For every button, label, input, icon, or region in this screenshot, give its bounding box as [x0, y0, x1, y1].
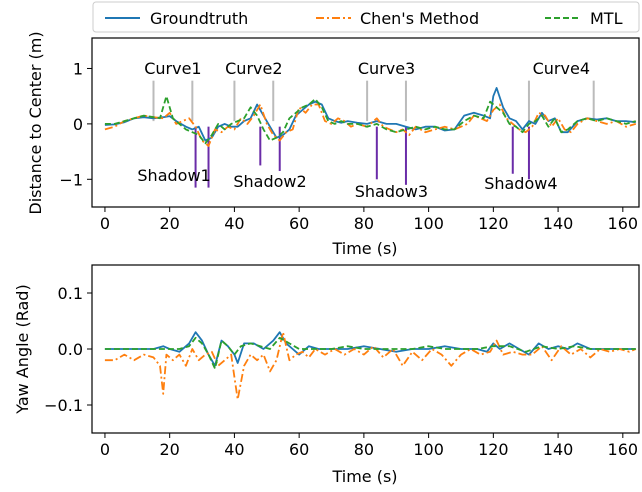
legend-frame: [92, 1, 640, 33]
shadow-label: Shadow4: [484, 174, 557, 193]
shadow-label: Shadow3: [355, 182, 428, 201]
series-line-mtl-top: [104, 95, 637, 145]
x-tick-label: 20: [160, 214, 180, 233]
y-tick-label: −0.1: [44, 396, 83, 415]
annotations-layer: Curve1 Curve2 Curve3 Curve4 Shadow1 Shadow2 Sh…: [137, 59, 595, 201]
x-tick-label: 140: [543, 214, 574, 233]
x-tick-label: 80: [354, 440, 374, 459]
x-tick-label: 0: [100, 214, 110, 233]
x-tick-label: 60: [289, 440, 309, 459]
x-tick-label: 120: [478, 214, 509, 233]
chart-yaw-angle: 0 20 40 60 80 100 120 140 160 −0.1 0.0 0.1 Time (s)…: [13, 264, 640, 486]
y-tick-label: 0.1: [58, 284, 83, 303]
y-tick-label: 1: [73, 59, 83, 78]
series-layer: [104, 331, 637, 401]
x-axis-label-bottom: Time (s): [331, 467, 397, 486]
x-tick-label: 140: [543, 440, 574, 459]
x-tick-label: 20: [160, 440, 180, 459]
series-line-groundtruth-bottom: [104, 331, 636, 367]
series-layer: [104, 87, 637, 147]
shadow-label: Shadow1: [137, 166, 210, 185]
legend-label-groundtruth: Groundtruth: [150, 9, 248, 28]
axis-ticks-bottom: 0 20 40 60 80 100 120 140 160 −0.1 0.0 0.1: [44, 284, 638, 459]
x-tick-label: 40: [224, 214, 244, 233]
x-tick-label: 100: [413, 440, 444, 459]
x-tick-label: 160: [608, 214, 639, 233]
series-line-chen-s-method-bottom: [104, 331, 637, 401]
y-tick-label: 0.0: [58, 340, 83, 359]
curve-label: Curve1: [144, 59, 201, 78]
y-axis-label-bottom: Yaw Angle (Rad): [13, 284, 32, 414]
legend-label-mtl: MTL: [590, 9, 623, 28]
legend: Groundtruth Chen's Method MTL: [92, 1, 640, 33]
x-tick-label: 60: [289, 214, 309, 233]
legend-label-chen: Chen's Method: [360, 9, 479, 28]
y-tick-label: 0: [73, 115, 83, 134]
y-axis-label-top: Distance to Center (m): [26, 31, 45, 214]
curve-label: Curve2: [225, 59, 282, 78]
plot-frame-top: [91, 37, 640, 208]
series-line-mtl-bottom: [104, 336, 636, 370]
x-tick-label: 100: [413, 214, 444, 233]
x-tick-label: 120: [478, 440, 509, 459]
x-tick-label: 160: [608, 440, 639, 459]
x-tick-label: 0: [100, 440, 110, 459]
curve-label: Curve4: [533, 59, 590, 78]
shadow-label: Shadow2: [233, 172, 306, 191]
chart-distance-to-center: Curve1 Curve2 Curve3 Curve4 Shadow1 Shadow2 Sh…: [26, 31, 640, 258]
y-tick-label: −1: [59, 170, 83, 189]
curve-label: Curve3: [358, 59, 415, 78]
x-tick-label: 40: [224, 440, 244, 459]
axis-ticks-top: 0 20 40 60 80 100 120 140 160 −1 0 1: [59, 59, 638, 233]
x-axis-label-top: Time (s): [331, 239, 397, 258]
x-tick-label: 80: [354, 214, 374, 233]
series-line-chen-s-method-top: [104, 103, 637, 147]
series-line-groundtruth-top: [104, 87, 636, 142]
